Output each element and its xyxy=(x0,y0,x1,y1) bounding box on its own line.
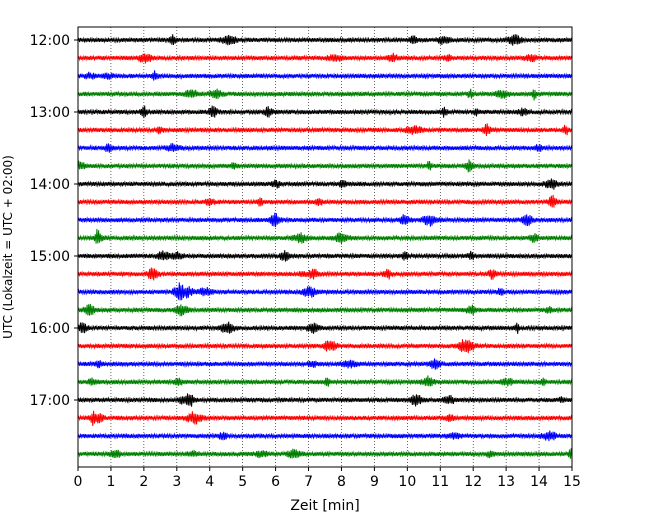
x-tick-label: 11 xyxy=(431,474,449,490)
y-tick-label: 16:00 xyxy=(30,321,70,337)
x-axis-label: Zeit [min] xyxy=(290,498,359,514)
x-tick-label: 1 xyxy=(106,474,115,490)
y-tick-label: 13:00 xyxy=(30,105,70,121)
x-tick-label: 5 xyxy=(238,474,247,490)
x-tick-label: 12 xyxy=(464,474,482,490)
x-tick-label: 4 xyxy=(205,474,214,490)
x-tick-label: 3 xyxy=(172,474,181,490)
y-tick-label: 15:00 xyxy=(30,249,70,265)
y-tick-label: 17:00 xyxy=(30,393,70,409)
x-tick-label: 13 xyxy=(497,474,515,490)
y-axis: 12:00 13:00 14:00 15:00 16:00 17:00 xyxy=(30,33,78,409)
x-tick-label: 14 xyxy=(530,474,548,490)
y-tick-label: 12:00 xyxy=(30,33,70,49)
x-tick-label: 10 xyxy=(398,474,416,490)
x-tick-label: 9 xyxy=(370,474,379,490)
x-tick-label: 15 xyxy=(563,474,581,490)
x-tick-label: 0 xyxy=(74,474,83,490)
y-axis-label: UTC (Lokalzeit = UTC + 02:00) xyxy=(1,155,15,339)
x-tick-label: 7 xyxy=(304,474,313,490)
x-tick-label: 6 xyxy=(271,474,280,490)
x-tick-label: 8 xyxy=(337,474,346,490)
x-tick-label: 2 xyxy=(139,474,148,490)
y-tick-label: 14:00 xyxy=(30,177,70,193)
x-axis: 0123456789101112131415 xyxy=(74,467,581,490)
